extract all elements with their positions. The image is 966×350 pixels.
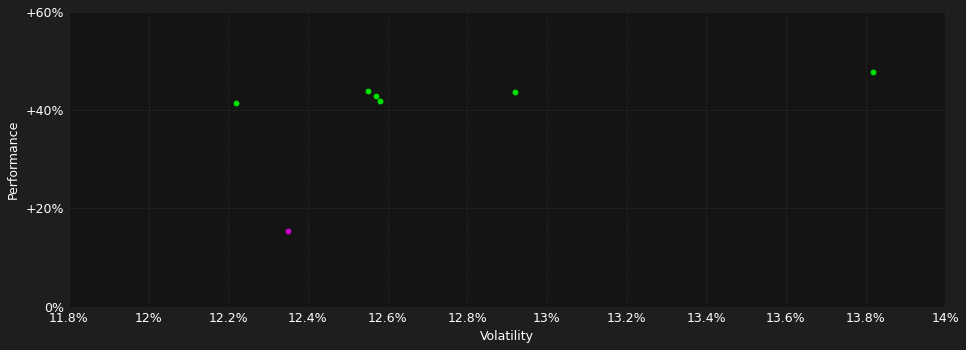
Point <box>372 99 387 104</box>
Point <box>866 69 881 75</box>
Point <box>507 89 523 95</box>
Point <box>280 228 296 233</box>
Point <box>360 88 376 93</box>
Y-axis label: Performance: Performance <box>7 120 20 199</box>
Point <box>368 93 384 99</box>
Point <box>228 100 243 106</box>
X-axis label: Volatility: Volatility <box>480 330 534 343</box>
